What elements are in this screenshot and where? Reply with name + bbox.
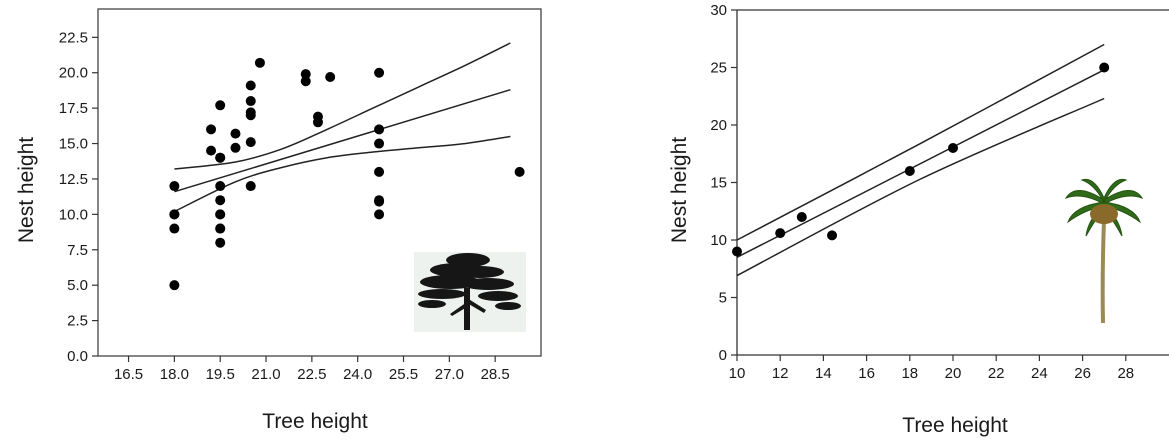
left-y-tick-label: 15.0 bbox=[59, 136, 88, 153]
left-x-axis-label: Tree height bbox=[262, 410, 368, 433]
right-x-tick-label: 26 bbox=[1074, 365, 1091, 382]
left-ci-lower-line bbox=[174, 135, 511, 213]
palm-tree-image bbox=[1064, 178, 1144, 323]
right-x-axis-label: Tree height bbox=[902, 414, 1008, 437]
left-y-tick-label: 12.5 bbox=[59, 171, 88, 188]
right-y-tick-label: 20 bbox=[710, 117, 727, 134]
right-data-points bbox=[732, 62, 1110, 257]
right-x-tick-label: 18 bbox=[901, 365, 918, 382]
left-plot-frame bbox=[97, 8, 542, 357]
left-y-axis-label: Nest height bbox=[15, 137, 38, 243]
right-x-tick-label: 22 bbox=[988, 365, 1005, 382]
left-data-point bbox=[215, 181, 226, 192]
right-y-tick-label: 15 bbox=[710, 175, 727, 192]
left-y-axis-ticks: 0.0 2.5 5.0 7.5 10.0 12.5 15.0 17.5 20.0 22.5 bbox=[59, 29, 98, 365]
left-data-point bbox=[169, 223, 180, 234]
right-regression-lines bbox=[736, 43, 1105, 277]
left-x-tick-label: 21.0 bbox=[251, 366, 280, 383]
left-data-point bbox=[245, 96, 256, 107]
right-ci-lower-line bbox=[736, 97, 1105, 277]
left-data-point bbox=[374, 196, 385, 207]
right-y-tick-label: 5 bbox=[719, 290, 727, 307]
right-chart: 0 5 10 15 20 25 30 10 12 14 16 18 20 22 24 26 28 Nest h… bbox=[668, 2, 1169, 437]
left-fit-line bbox=[174, 88, 511, 193]
right-x-tick-label: 16 bbox=[858, 365, 875, 382]
left-data-point bbox=[300, 76, 311, 87]
left-x-tick-label: 16.5 bbox=[114, 366, 143, 383]
left-data-point bbox=[169, 209, 180, 220]
left-ci-upper-line bbox=[174, 42, 511, 170]
left-data-point bbox=[374, 124, 385, 135]
left-data-point bbox=[245, 107, 256, 118]
left-data-point bbox=[374, 67, 385, 78]
right-x-tick-label: 10 bbox=[729, 365, 746, 382]
left-regression-lines bbox=[174, 42, 511, 213]
left-data-point bbox=[215, 100, 226, 111]
left-data-point bbox=[514, 166, 525, 177]
left-data-point bbox=[374, 209, 385, 220]
left-y-tick-label: 10.0 bbox=[59, 206, 88, 223]
left-data-point bbox=[215, 152, 226, 163]
left-data-point bbox=[215, 223, 226, 234]
right-data-point bbox=[1099, 62, 1110, 73]
right-x-tick-label: 12 bbox=[772, 365, 789, 382]
right-data-point bbox=[796, 212, 807, 222]
right-data-point bbox=[732, 246, 742, 257]
left-x-tick-label: 27.0 bbox=[435, 366, 464, 383]
left-data-point bbox=[206, 145, 217, 156]
right-y-tick-label: 10 bbox=[710, 232, 727, 249]
right-x-tick-label: 24 bbox=[1031, 365, 1048, 382]
left-x-tick-label: 24.0 bbox=[343, 366, 372, 383]
left-data-point bbox=[325, 71, 336, 82]
right-ci-upper-line bbox=[736, 43, 1105, 241]
left-y-tick-label: 20.0 bbox=[59, 65, 88, 82]
left-data-point bbox=[215, 195, 226, 206]
left-x-tick-label: 28.5 bbox=[481, 366, 510, 383]
left-y-tick-label: 22.5 bbox=[59, 29, 88, 46]
right-x-tick-label: 28 bbox=[1117, 365, 1134, 382]
left-x-tick-label: 18.0 bbox=[160, 366, 189, 383]
left-x-tick-label: 22.5 bbox=[297, 366, 326, 383]
right-fit-line bbox=[736, 69, 1105, 258]
left-data-point bbox=[374, 166, 385, 177]
left-data-point bbox=[245, 80, 256, 91]
left-data-point bbox=[245, 181, 256, 192]
left-x-tick-label: 25.5 bbox=[389, 366, 418, 383]
right-y-tick-label: 25 bbox=[710, 60, 727, 77]
left-x-axis-ticks: 16.5 18.0 19.5 21.0 22.5 24.0 25.5 27.0 28.5 bbox=[114, 356, 510, 383]
left-chart: 0.0 2.5 5.0 7.5 10.0 12.5 15.0 17.5 20.0 22.5 16.… bbox=[15, 8, 542, 433]
left-data-point bbox=[169, 280, 180, 291]
left-x-tick-label: 19.5 bbox=[206, 366, 235, 383]
right-data-point bbox=[775, 228, 786, 239]
left-y-tick-label: 5.0 bbox=[67, 277, 88, 294]
right-y-tick-label: 0 bbox=[719, 347, 727, 364]
right-y-axis-ticks: 0 5 10 15 20 25 30 bbox=[710, 2, 737, 364]
right-data-point bbox=[904, 166, 915, 176]
right-y-axis-label: Nest height bbox=[668, 137, 691, 243]
cedar-tree-image bbox=[414, 252, 526, 332]
left-y-tick-label: 0.0 bbox=[67, 348, 88, 365]
left-y-tick-label: 2.5 bbox=[67, 313, 88, 330]
left-data-point bbox=[312, 117, 323, 128]
right-data-point bbox=[827, 230, 838, 241]
right-data-point bbox=[948, 143, 958, 153]
right-x-tick-label: 20 bbox=[945, 365, 962, 382]
left-data-point bbox=[245, 137, 256, 148]
left-data-point bbox=[206, 124, 217, 135]
left-data-point bbox=[254, 57, 265, 68]
right-x-axis-ticks: 10 12 14 16 18 20 22 24 26 28 bbox=[729, 355, 1134, 382]
left-data-point bbox=[215, 209, 226, 220]
left-y-tick-label: 7.5 bbox=[67, 242, 88, 259]
left-data-point bbox=[230, 128, 241, 139]
right-y-tick-label: 30 bbox=[710, 2, 727, 19]
left-data-point bbox=[300, 69, 311, 80]
left-data-point bbox=[230, 142, 241, 153]
left-data-point bbox=[374, 138, 385, 149]
right-x-tick-label: 14 bbox=[815, 365, 832, 382]
left-data-point bbox=[215, 237, 226, 248]
left-data-point bbox=[169, 181, 180, 192]
left-data-points bbox=[169, 57, 525, 291]
left-y-tick-label: 17.5 bbox=[59, 100, 88, 117]
